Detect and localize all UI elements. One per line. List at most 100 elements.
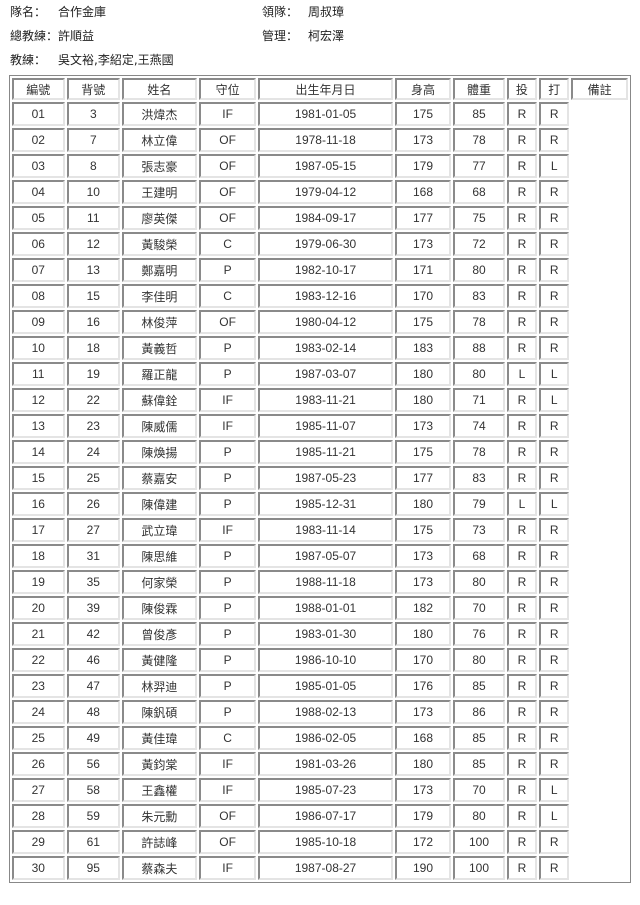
table-row: 17 27 武立瑋 IF 1983-11-14 175 73 R R: [12, 518, 628, 542]
cell-jersey: 10: [66, 180, 121, 204]
cell-throws: R: [506, 518, 538, 542]
cell-number: 20: [12, 596, 65, 620]
cell-number: 01: [12, 102, 65, 126]
cell-throws: R: [506, 622, 538, 646]
cell-name: 林俊萍: [122, 310, 197, 334]
cell-name: 黃義哲: [122, 336, 197, 360]
cell-name: 陳煥揚: [122, 440, 197, 464]
cell-throws: R: [506, 596, 538, 620]
cell-height: 175: [394, 440, 452, 464]
cell-height: 173: [394, 414, 452, 438]
cell-weight: 85: [453, 752, 505, 776]
cell-birthdate: 1988-01-01: [258, 596, 393, 620]
cell-bats: R: [539, 336, 570, 360]
cell-jersey: 31: [66, 544, 121, 568]
table-row: 04 10 王建明 OF 1979-04-12 168 68 R R: [12, 180, 628, 204]
cell-bats: R: [539, 596, 570, 620]
cell-bats: L: [539, 362, 570, 386]
cell-weight: 79: [453, 492, 505, 516]
cell-name: 羅正龍: [122, 362, 197, 386]
cell-throws: R: [506, 232, 538, 256]
header-col-number: 編號: [12, 78, 65, 100]
cell-jersey: 7: [66, 128, 121, 152]
cell-bats: R: [539, 544, 570, 568]
table-row: 30 95 蔡森夫 IF 1987-08-27 190 100 R R: [12, 856, 628, 880]
cell-jersey: 35: [66, 570, 121, 594]
cell-height: 183: [394, 336, 452, 360]
cell-jersey: 22: [66, 388, 121, 412]
cell-height: 180: [394, 622, 452, 646]
cell-number: 05: [12, 206, 65, 230]
cell-weight: 77: [453, 154, 505, 178]
cell-height: 179: [394, 154, 452, 178]
cell-remarks: [571, 440, 628, 464]
cell-remarks: [571, 752, 628, 776]
cell-number: 15: [12, 466, 65, 490]
cell-name: 蘇偉銓: [122, 388, 197, 412]
table-row: 25 49 黃佳瑋 C 1986-02-05 168 85 R R: [12, 726, 628, 750]
cell-remarks: [571, 778, 628, 802]
cell-number: 13: [12, 414, 65, 438]
cell-number: 11: [12, 362, 65, 386]
cell-number: 09: [12, 310, 65, 334]
cell-height: 182: [394, 596, 452, 620]
cell-birthdate: 1987-03-07: [258, 362, 393, 386]
cell-birthdate: 1986-10-10: [258, 648, 393, 672]
cell-weight: 80: [453, 570, 505, 594]
header-col-name: 姓名: [122, 78, 197, 100]
cell-height: 175: [394, 310, 452, 334]
cell-remarks: [571, 362, 628, 386]
cell-jersey: 42: [66, 622, 121, 646]
cell-weight: 71: [453, 388, 505, 412]
cell-position: P: [198, 336, 257, 360]
cell-height: 180: [394, 388, 452, 412]
cell-remarks: [571, 154, 628, 178]
cell-throws: R: [506, 128, 538, 152]
cell-height: 177: [394, 466, 452, 490]
table-row: 23 47 林羿迪 P 1985-01-05 176 85 R R: [12, 674, 628, 698]
cell-birthdate: 1988-02-13: [258, 700, 393, 724]
cell-height: 176: [394, 674, 452, 698]
cell-birthdate: 1987-05-23: [258, 466, 393, 490]
cell-position: P: [198, 440, 257, 464]
table-row: 13 23 陳威儒 IF 1985-11-07 173 74 R R: [12, 414, 628, 438]
manager-label: 管理：: [262, 29, 299, 43]
cell-height: 175: [394, 102, 452, 126]
cell-number: 22: [12, 648, 65, 672]
cell-number: 03: [12, 154, 65, 178]
cell-name: 鄭嘉明: [122, 258, 197, 282]
cell-weight: 76: [453, 622, 505, 646]
cell-name: 蔡嘉安: [122, 466, 197, 490]
cell-remarks: [571, 492, 628, 516]
cell-weight: 83: [453, 466, 505, 490]
cell-position: IF: [198, 518, 257, 542]
cell-jersey: 13: [66, 258, 121, 282]
cell-number: 02: [12, 128, 65, 152]
cell-position: P: [198, 258, 257, 282]
cell-name: 林立偉: [122, 128, 197, 152]
header-col-position: 守位: [198, 78, 257, 100]
cell-birthdate: 1983-12-16: [258, 284, 393, 308]
table-row: 26 56 黃鈞棠 IF 1981-03-26 180 85 R R: [12, 752, 628, 776]
cell-bats: R: [539, 518, 570, 542]
table-row: 02 7 林立偉 OF 1978-11-18 173 78 R R: [12, 128, 628, 152]
cell-name: 陳威儒: [122, 414, 197, 438]
cell-weight: 83: [453, 284, 505, 308]
cell-throws: R: [506, 310, 538, 334]
cell-birthdate: 1983-11-21: [258, 388, 393, 412]
cell-birthdate: 1984-09-17: [258, 206, 393, 230]
cell-number: 24: [12, 700, 65, 724]
cell-throws: R: [506, 102, 538, 126]
cell-throws: R: [506, 752, 538, 776]
cell-name: 武立瑋: [122, 518, 197, 542]
cell-birthdate: 1986-02-05: [258, 726, 393, 750]
cell-height: 175: [394, 518, 452, 542]
cell-position: OF: [198, 804, 257, 828]
cell-position: P: [198, 674, 257, 698]
cell-birthdate: 1979-06-30: [258, 232, 393, 256]
cell-bats: R: [539, 466, 570, 490]
cell-name: 廖英傑: [122, 206, 197, 230]
cell-birthdate: 1983-01-30: [258, 622, 393, 646]
cell-jersey: 23: [66, 414, 121, 438]
cell-height: 180: [394, 492, 452, 516]
